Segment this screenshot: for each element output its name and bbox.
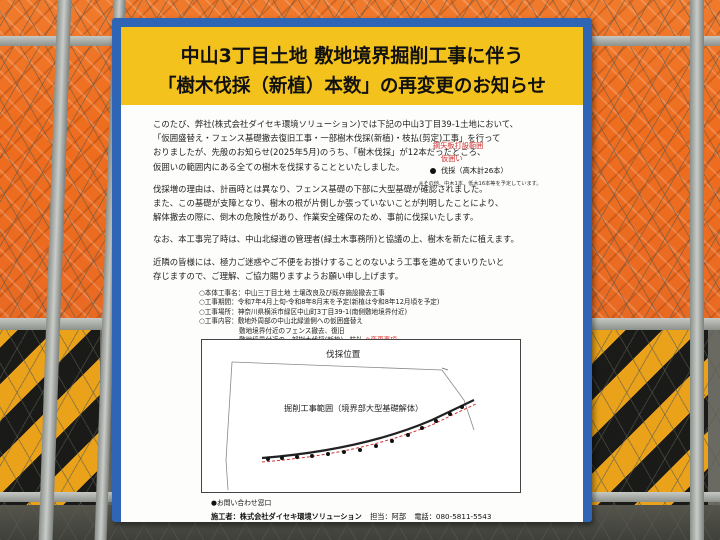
text-line: このたび、弊社(株式会社ダイセキ環境ソリューション)では下記の中山3丁目39-1…	[153, 119, 519, 129]
text-line: 近隣の皆様には、極力ご迷惑やご不便をお掛けすることのないよう工事を進めてまいりた…	[153, 256, 505, 267]
paragraph-replanting: なお、本工事完了時は、中山北緑道の管理者(緑土木事務所)と協議の上、樹木を新たに…	[143, 232, 565, 246]
title-banner: 中山3丁目土地 敷地境界掘削工事に伴う 「樹木伐採（新植）本数」の再変更のお知ら…	[121, 27, 583, 105]
contact-row: 施工者：株式会社ダイセキ環境ソリューション 担当：阿部 電話：080-5811-…	[211, 512, 573, 522]
text-line: なお、本工事完了時は、中山北緑道の管理者(緑土木事務所)と協議の上、樹木を新たに…	[153, 234, 519, 245]
title-line-1: 中山3丁目土地 敷地境界掘削工事に伴う	[180, 45, 524, 67]
text-line: おりましたが、先般のお知らせ(2025年5月)のうち、「樹木伐採」が12本だった…	[153, 147, 486, 158]
detail-location: ○工事場所：神奈川県横浜市緑区中山町3丁目39-1(南側敷地境界付近)	[199, 307, 408, 316]
title-line-2: 「樹木伐採（新植）本数」の再変更のお知らせ	[157, 76, 547, 97]
detail-name: ○本体工事名：中山三丁目土地 土壌改良及び既存施設撤去工事	[199, 289, 385, 297]
contact-phone: 電話：080-5811-5543	[414, 512, 492, 521]
inquiry-heading: ●お問い合わせ窓口	[211, 499, 272, 507]
text-line: 「仮囲盛替え・フェンス基礎撤去復旧工事・一部樹木伐採(新植)・枝払(剪定)工事」…	[153, 133, 501, 144]
legend-note: ※その他、中木1本、低木16本等を予定しています。	[419, 181, 542, 187]
detail-content: ○工事内容：敷地外周部の中山北緑道側への仮囲盛替え	[199, 317, 364, 326]
text-line: 解体撤去の際に、倒木の危険性があり、作業安全確保のため、事前に伐採いたします。	[153, 212, 479, 223]
notice-body: このたび、弊社(株式会社ダイセキ環境ソリューション)では下記の中山3丁目39-1…	[143, 117, 565, 291]
fence-post-right	[690, 0, 704, 540]
legend-hoarding: 仮囲い	[441, 154, 463, 163]
detail-period: ○工事期間：令和7年4月上旬-令和8年8月末を予定(新植は令和8年12月頃を予定…	[199, 298, 440, 307]
paragraph-reason: 伐採増の理由は、計画時とは異なり、フェンス基礎の下部に大型基礎が確認されました。…	[143, 182, 565, 225]
site-map-drawing	[225, 361, 477, 491]
paragraph-intro: このたび、弊社(株式会社ダイセキ環境ソリューション)では下記の中山3丁目39-1…	[143, 117, 565, 174]
map-label-excavation-area: 掘削工事範囲（境界部大型基礎解体）	[284, 403, 424, 413]
contractor-name: 施工者：株式会社ダイセキ環境ソリューション	[211, 512, 362, 521]
legend-sheet-pile: 鋼矢板打設範囲	[433, 141, 484, 150]
legend-felling: 伐採（高木計26本）	[441, 166, 508, 175]
map-label-felling-position: 伐採位置	[326, 350, 361, 360]
legend-felling-dot-icon	[430, 168, 436, 174]
paragraph-apology: 近隣の皆様には、極力ご迷惑やご不便をお掛けすることのないよう工事を進めてまいりた…	[143, 255, 565, 283]
detail-content-2: 敷地境界付近のフェンス撤去、復旧	[239, 326, 345, 335]
contact-person: 担当：阿部	[370, 512, 407, 521]
text-line: 存じますので、ご理解、ご協力賜りますようお願い申し上げます。	[153, 270, 404, 281]
contact-footer: ●お問い合わせ窓口 施工者：株式会社ダイセキ環境ソリューション 担当：阿部 電話…	[211, 497, 573, 522]
text-line: 伐採増の理由は、計画時とは異なり、フェンス基礎の下部に大型基礎が確認されました。	[153, 183, 488, 194]
work-details: ○本体工事名：中山三丁目土地 土壌改良及び既存施設撤去工事 ○工事期間：令和7年…	[199, 289, 573, 345]
notice-board: 中山3丁目土地 敷地境界掘削工事に伴う 「樹木伐採（新植）本数」の再変更のお知ら…	[121, 27, 583, 522]
text-line: また、この基礎が支障となり、樹木の根が片側しか張っていないことが判明したことによ…	[153, 198, 504, 209]
text-line: 仮囲いの範囲内にある全ての樹木を伐採することといたしました。	[153, 161, 405, 172]
site-map: 伐採位置 掘削工事範囲（境界部大型基礎解体）	[201, 339, 521, 493]
notice-sign: 中山3丁目土地 敷地境界掘削工事に伴う 「樹木伐採（新植）本数」の再変更のお知ら…	[112, 18, 592, 522]
